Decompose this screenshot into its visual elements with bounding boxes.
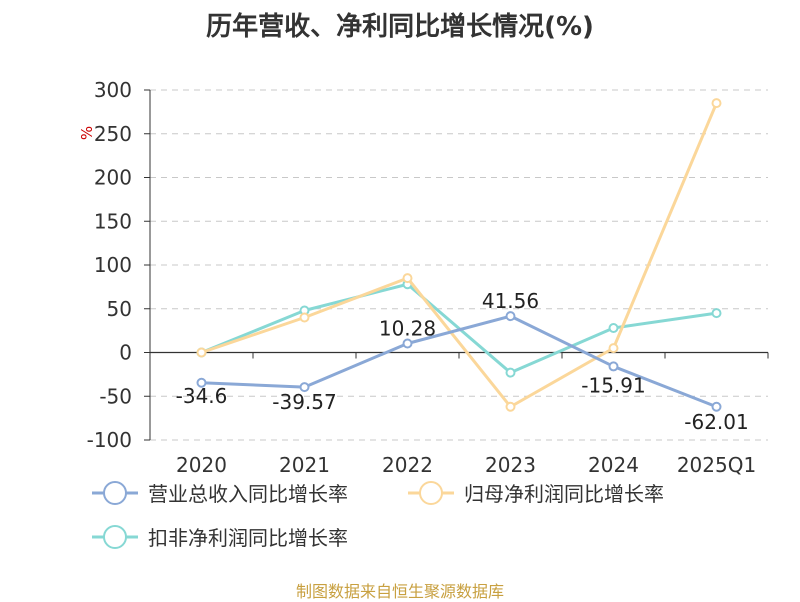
chart-title: 历年营收、净利同比增长情况(%) [206,12,594,42]
legend-marker [419,481,443,505]
data-label: 10.28 [379,317,436,341]
y-tick-label: -100 [87,428,132,452]
data-label: -15.91 [581,373,645,397]
data-point [711,98,722,109]
y-tick-label: 50 [107,297,132,321]
y-tick-label: 300 [94,78,132,102]
series-line [201,102,718,409]
data-point [196,347,207,358]
data-point [402,338,413,349]
data-point [505,311,516,322]
legend-label: 归母净利润同比增长率 [464,482,664,506]
data-label: -39.57 [272,390,336,414]
data-point [608,323,619,333]
data-point [608,361,619,372]
data-point [608,343,619,354]
data-source-note: 制图数据来自恒生聚源数据库 [295,582,504,601]
data-point [402,273,413,284]
data-point [299,382,310,393]
data-point [505,401,516,412]
x-tick-label: 2025Q1 [677,453,756,477]
x-tick-label: 2022 [382,453,433,477]
y-tick-label: 0 [119,341,132,365]
legend-label: 扣非净利润同比增长率 [148,526,348,550]
x-tick-label: 2021 [279,453,330,477]
y-tick-label: 250 [94,122,132,146]
data-point [505,367,516,378]
y-axis-label: % [78,126,96,140]
series-line [201,314,718,409]
y-tick-label: 200 [94,166,132,190]
data-point [299,312,310,323]
legend-marker [103,525,127,549]
data-point [711,308,722,319]
y-tick-label: 150 [94,209,132,233]
data-point [711,401,722,412]
data-label: -34.6 [176,384,228,408]
legend-marker [103,481,127,505]
x-tick-label: 2024 [588,453,639,477]
x-tick-label: 2023 [485,453,536,477]
legend-label: 营业总收入同比增长率 [148,482,348,506]
data-label: 41.56 [482,289,539,313]
y-tick-label: 100 [94,253,132,277]
data-point [196,377,207,388]
x-tick-label: 2020 [176,453,227,477]
data-label: -62.01 [684,410,748,434]
y-tick-label: -50 [99,384,132,408]
